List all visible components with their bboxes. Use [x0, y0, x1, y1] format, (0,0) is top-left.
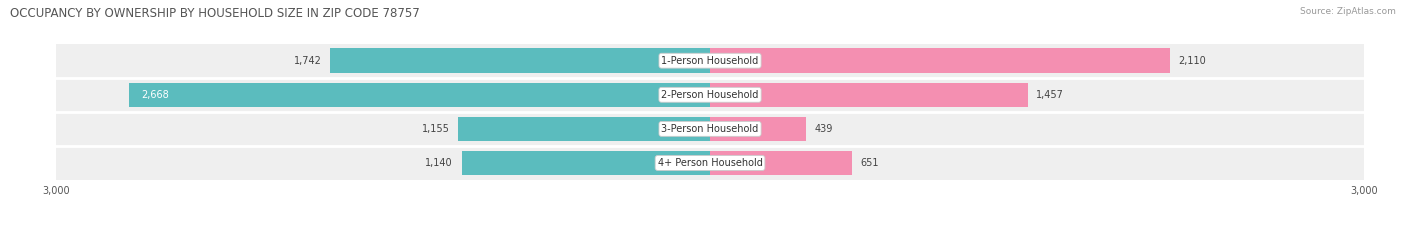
Bar: [710, 116, 806, 141]
Text: 1-Person Household: 1-Person Household: [661, 56, 759, 66]
Text: 1,140: 1,140: [425, 158, 453, 168]
Text: 1,155: 1,155: [422, 124, 450, 134]
Bar: [56, 112, 1364, 146]
Bar: [128, 82, 710, 107]
Bar: [56, 44, 1364, 78]
Text: 3-Person Household: 3-Person Household: [661, 124, 759, 134]
Bar: [710, 151, 852, 175]
Text: 651: 651: [860, 158, 879, 168]
Bar: [56, 78, 1364, 112]
Bar: [461, 151, 710, 175]
Text: OCCUPANCY BY OWNERSHIP BY HOUSEHOLD SIZE IN ZIP CODE 78757: OCCUPANCY BY OWNERSHIP BY HOUSEHOLD SIZE…: [10, 7, 419, 20]
Text: 2,110: 2,110: [1178, 56, 1206, 66]
Text: 1,457: 1,457: [1036, 90, 1064, 100]
Bar: [56, 146, 1364, 180]
Text: 4+ Person Household: 4+ Person Household: [658, 158, 762, 168]
Text: 439: 439: [814, 124, 832, 134]
Bar: [710, 82, 1028, 107]
Bar: [710, 48, 1170, 73]
Bar: [458, 116, 710, 141]
Text: 2,668: 2,668: [142, 90, 169, 100]
Text: 1,742: 1,742: [294, 56, 322, 66]
Text: 2-Person Household: 2-Person Household: [661, 90, 759, 100]
Bar: [330, 48, 710, 73]
Text: Source: ZipAtlas.com: Source: ZipAtlas.com: [1301, 7, 1396, 16]
